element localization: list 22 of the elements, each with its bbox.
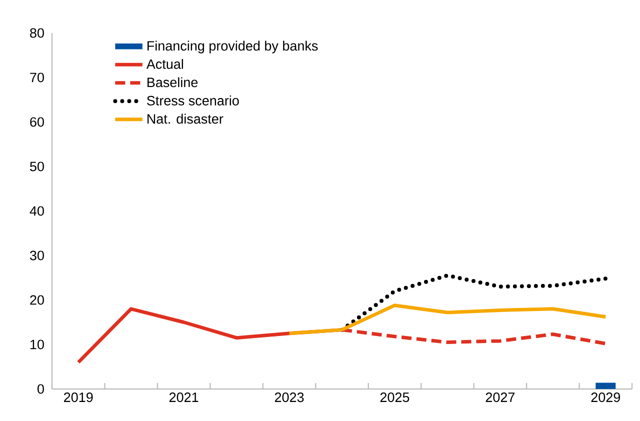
legend-label: Financing provided by banks [148,40,318,54]
line-series [288,304,608,336]
x-tick-label: 2019 [64,392,93,402]
x-tick-label: 2021 [169,392,198,402]
y-tick-label: 40 [30,206,44,216]
y-tick-label: 20 [30,295,44,305]
legend-label: Baseline [148,77,198,88]
x-tick-label: 2025 [380,392,410,402]
x-tick-label: 2027 [486,392,515,402]
y-tick-label: 70 [30,72,44,82]
legend-label: Stress scenario [147,96,239,106]
legend-label: Nat. disaster [148,114,224,124]
y-tick-label: 80 [30,28,44,38]
y-tick-label: 30 [30,250,44,260]
line-series [340,274,608,332]
y-tick-label: 0 [38,384,44,394]
y-tick-label: 60 [30,117,44,127]
x-tick-label: 2029 [591,392,620,402]
legend-label: Actual [146,59,184,69]
y-tick-label: 50 [30,162,44,172]
y-tick-label: 10 [30,340,44,350]
x-tick-label: 2023 [274,392,304,402]
